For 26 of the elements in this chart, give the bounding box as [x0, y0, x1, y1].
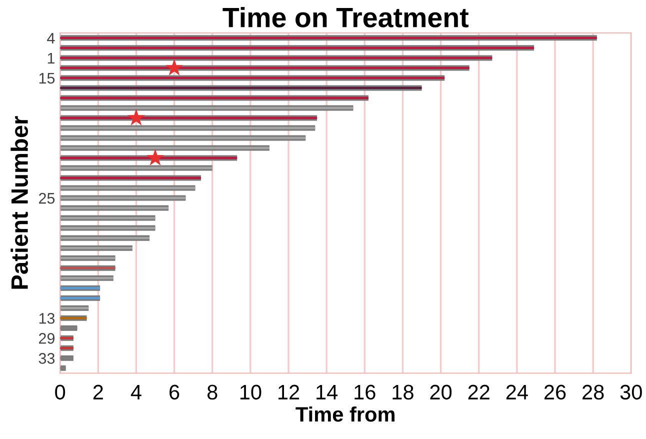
x-axis-title: Time from: [296, 406, 394, 422]
x-tick-label: 4: [130, 385, 142, 400]
x-tick-label: 26: [544, 384, 566, 400]
x-tick-label: 2: [93, 384, 103, 400]
y-tick-label: 29: [38, 332, 54, 344]
x-tick-label: 20: [430, 384, 452, 400]
x-tick-label: 6: [170, 384, 180, 400]
y-tick-label: 13: [39, 312, 55, 324]
y-tick-label: 15: [39, 72, 55, 84]
y-axis-title: Patient Number: [10, 116, 28, 289]
y-tick-label: 4: [47, 32, 55, 44]
y-tick-label: 1: [48, 52, 54, 64]
x-tick-label: 22: [468, 384, 490, 400]
x-tick-label: 10: [240, 384, 262, 400]
x-tick-label: 24: [506, 384, 528, 400]
y-tick-label: 33: [38, 353, 55, 364]
x-tick-label: 12: [278, 384, 300, 400]
x-tick-label: 18: [392, 384, 414, 400]
y-tick-label: 25: [38, 192, 55, 204]
x-tick-label: 14: [316, 385, 338, 400]
x-tick-label: 16: [354, 384, 376, 400]
x-tick-label: 30: [620, 384, 642, 400]
x-tick-label: 0: [55, 384, 66, 400]
x-tick-label: 8: [207, 384, 218, 400]
x-tick-label: 28: [582, 384, 604, 400]
chart-title: Time on Treatment: [222, 7, 469, 28]
